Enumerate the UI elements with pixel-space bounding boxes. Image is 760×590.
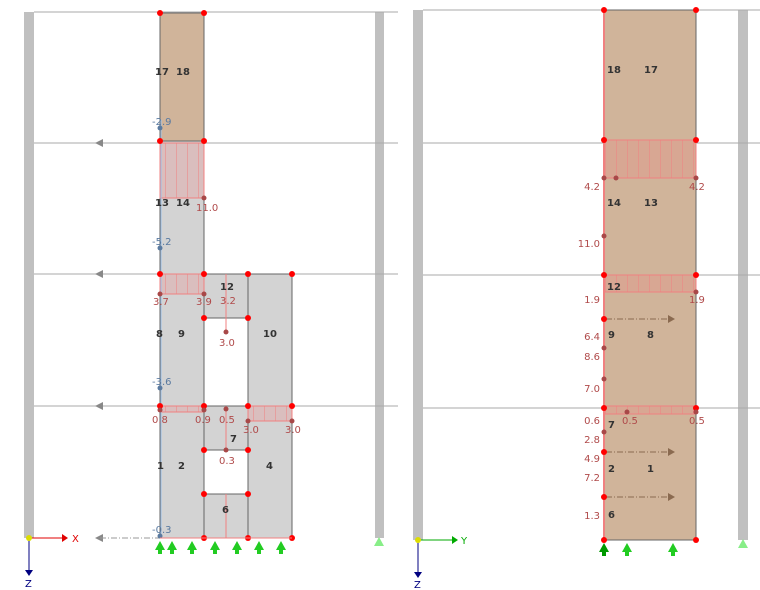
value-label: 0.8 [152, 415, 168, 426]
panel-label: 18 [176, 67, 190, 78]
value-label: 0.5 [622, 416, 638, 427]
right-view: 18 17 14 13 12 9 8 7 2 1 6 4.2 4.2 11.0 … [374, 7, 760, 590]
panel-label: 2 [178, 461, 185, 472]
value-label: -3.6 [152, 377, 172, 388]
panel-label: 7 [608, 420, 615, 431]
value-label: 3.0 [285, 425, 301, 436]
value-label: -2.9 [152, 117, 172, 128]
panel-numbers: 18 17 14 13 12 9 8 7 2 1 6 [607, 65, 658, 521]
panel-label: 8 [156, 329, 163, 340]
load-arrows [95, 139, 103, 542]
value-label: 3.0 [243, 425, 259, 436]
axis-y-label: Y [460, 536, 468, 547]
panel-label: 13 [644, 198, 658, 209]
panel-label: 1 [157, 461, 164, 472]
panel-label: 14 [607, 198, 621, 209]
panel-18 [159, 12, 205, 142]
value-label: 1.9 [584, 295, 600, 306]
value-label: 6.4 [584, 332, 600, 343]
value-label: 4.9 [584, 454, 600, 465]
panel-label: 17 [155, 67, 169, 78]
result-values: 4.2 4.2 11.0 1.9 1.9 6.4 8.6 7.0 0.6 0.5… [578, 182, 705, 522]
value-label: 3.0 [219, 338, 235, 349]
value-label: 8.6 [584, 352, 600, 363]
value-label: 1.3 [584, 511, 600, 522]
panel-label: 14 [176, 198, 190, 209]
left-view: 17 18 13 14 12 8 9 10 1 2 7 6 4 11.0 3.7… [24, 10, 398, 590]
result-values: 11.0 3.7 3.9 3.2 3.0 0.8 0.9 0.5 3.0 3.0… [152, 117, 301, 536]
value-label: 2.8 [584, 435, 600, 446]
panel-label: 10 [263, 329, 277, 340]
panel-label: 6 [222, 505, 229, 516]
panel-label: 17 [644, 65, 658, 76]
value-label: 0.5 [689, 416, 705, 427]
panel-label: 12 [607, 282, 621, 293]
panel-numbers: 17 18 13 14 12 8 9 10 1 2 7 6 4 [155, 67, 277, 516]
panel-label: 13 [155, 198, 169, 209]
value-label: 0.3 [219, 456, 235, 467]
axis-z-label: Z [414, 580, 421, 590]
column-left [413, 10, 423, 540]
value-label: -0.3 [152, 525, 172, 536]
value-label: -5.2 [152, 237, 172, 248]
value-label: 0.6 [584, 416, 600, 427]
panel-label: 2 [608, 464, 615, 475]
value-label: 3.2 [220, 296, 236, 307]
coordinate-axes: Y Z [414, 536, 468, 590]
value-label: 3.7 [153, 297, 169, 308]
value-label: 0.5 [219, 415, 235, 426]
column-left [24, 12, 34, 538]
support-icons [374, 537, 748, 556]
axis-x-label: X [72, 534, 79, 545]
panel-label: 7 [230, 434, 237, 445]
panel-label: 1 [647, 464, 654, 475]
panel-label: 9 [178, 329, 185, 340]
value-label: 11.0 [578, 239, 600, 250]
value-label: 11.0 [196, 203, 218, 214]
panel-label: 8 [647, 330, 654, 341]
value-label: 3.9 [196, 297, 212, 308]
axis-z-label: Z [25, 579, 32, 590]
panel-label: 18 [607, 65, 621, 76]
value-label: 7.2 [584, 473, 600, 484]
coordinate-axes: X Z [25, 534, 79, 590]
value-label: 4.2 [689, 182, 705, 193]
panel-10 [247, 273, 293, 407]
panel-label: 4 [266, 461, 273, 472]
value-label: 7.0 [584, 384, 600, 395]
value-label: 0.9 [195, 415, 211, 426]
panel-label: 9 [608, 330, 615, 341]
column-right [375, 12, 384, 538]
value-label: 4.2 [584, 182, 600, 193]
panel-label: 12 [220, 282, 234, 293]
panel-label: 6 [608, 510, 615, 521]
value-label: 1.9 [689, 295, 705, 306]
support-icons [155, 541, 286, 554]
